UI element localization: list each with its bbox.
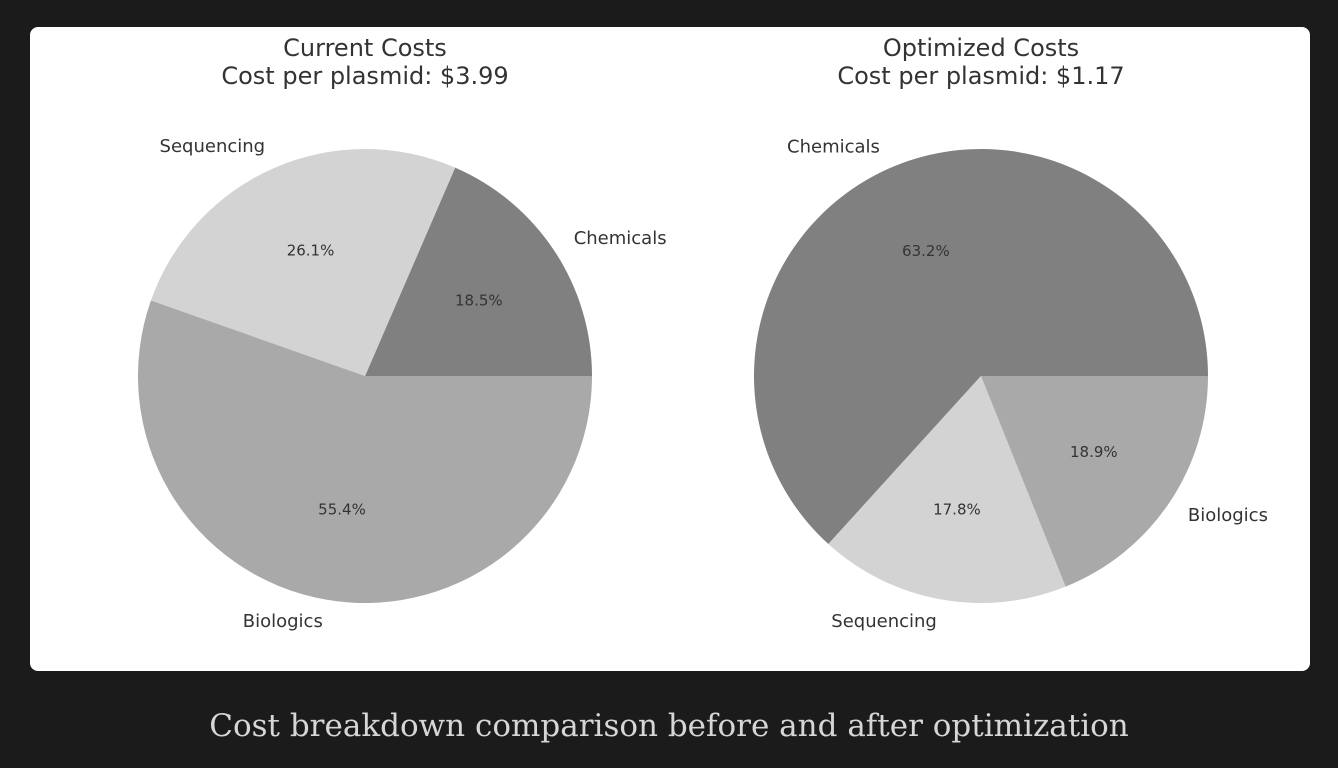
pct-label-sequencing: 26.1% — [287, 242, 335, 260]
current-costs-title: Current Costs — [283, 34, 447, 62]
slice-label-biologics: Biologics — [243, 611, 323, 632]
pie-slice-biologics — [137, 300, 592, 604]
pie-slice-sequencing — [828, 376, 1066, 603]
pct-label-chemicals: 18.5% — [455, 292, 503, 310]
slice-label-sequencing: Sequencing — [831, 611, 937, 632]
slice-label-sequencing: Sequencing — [160, 136, 266, 157]
current-costs-chart: Current Costs Cost per plasmid: $3.99 Ch… — [137, 34, 667, 632]
optimized-costs-title: Optimized Costs — [883, 34, 1079, 62]
pie-charts: Current Costs Cost per plasmid: $3.99 Ch… — [137, 34, 1268, 632]
current-costs-subtitle: Cost per plasmid: $3.99 — [221, 62, 508, 90]
optimized-costs-subtitle: Cost per plasmid: $1.17 — [837, 62, 1124, 90]
pct-label-biologics: 55.4% — [318, 501, 366, 519]
slice-label-chemicals: Chemicals — [787, 137, 880, 158]
pct-label-sequencing: 17.8% — [933, 501, 981, 519]
pie-slice-biologics — [981, 376, 1208, 587]
pie-slice-chemicals — [753, 148, 1208, 545]
pie-slice-sequencing — [150, 149, 456, 376]
figure-card: Current Costs Cost per plasmid: $3.99 Ch… — [30, 27, 1310, 671]
optimized-costs-chart: Optimized Costs Cost per plasmid: $1.17 … — [753, 34, 1268, 632]
current-costs-labels: Chemicals 18.5% Sequencing 26.1% Biologics 55… — [160, 136, 667, 632]
optimized-costs-labels: Chemicals 63.2% Sequencing 17.8% Biologics 18… — [787, 137, 1268, 632]
pct-label-chemicals: 63.2% — [902, 242, 950, 260]
figure-caption: Cost breakdown comparison before and aft… — [209, 708, 1129, 744]
current-costs-slices — [137, 149, 592, 604]
optimized-costs-slices — [753, 148, 1208, 603]
pie-slice-chemicals — [365, 167, 592, 376]
slice-label-biologics: Biologics — [1188, 505, 1268, 526]
pct-label-biologics: 18.9% — [1070, 443, 1118, 461]
slice-label-chemicals: Chemicals — [574, 228, 667, 249]
